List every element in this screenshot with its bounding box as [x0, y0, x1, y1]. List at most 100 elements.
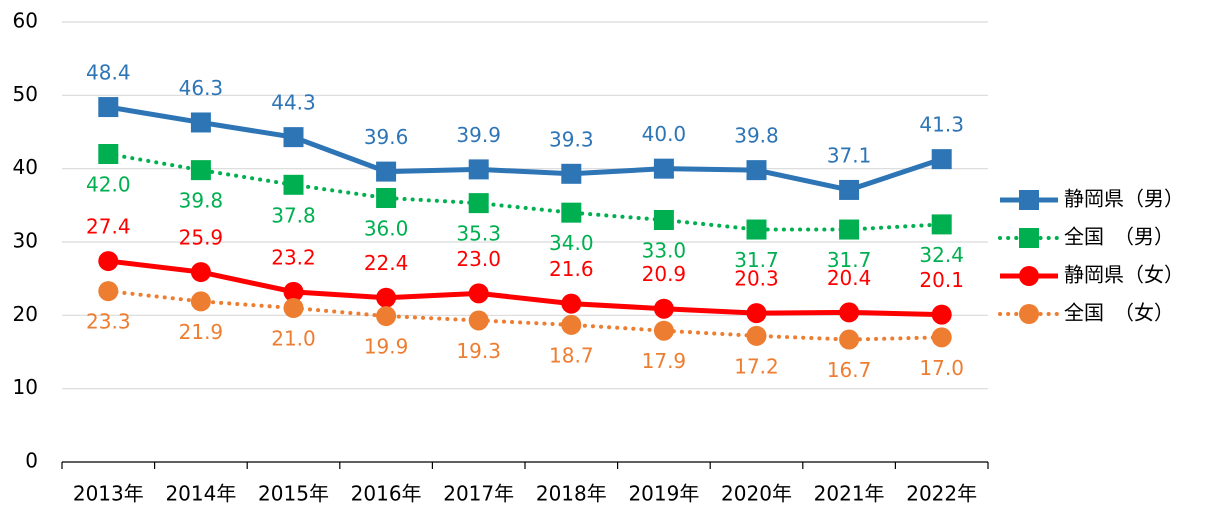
data-label: 39.8: [179, 189, 224, 213]
series-line: [106, 289, 944, 342]
data-label: 27.4: [86, 215, 131, 239]
marker: [839, 179, 860, 200]
data-label: 31.7: [827, 248, 872, 272]
marker: [98, 144, 119, 164]
data-label: 44.3: [271, 91, 316, 115]
data-label: 32.4: [919, 243, 964, 267]
legend-label: 全国 （男）: [1064, 225, 1174, 249]
marker: [468, 310, 489, 331]
marker: [468, 283, 489, 304]
series-line: [107, 104, 943, 193]
data-label: 33.0: [642, 239, 687, 263]
data-label: 17.2: [734, 354, 779, 378]
marker: [653, 158, 674, 179]
marker: [839, 329, 860, 350]
data-label: 17.9: [642, 349, 687, 373]
marker: [283, 127, 304, 148]
data-label: 42.0: [86, 173, 131, 197]
data-label: 36.0: [364, 217, 409, 241]
marker: [190, 112, 211, 133]
data-label: 19.3: [456, 339, 501, 363]
marker: [376, 188, 397, 208]
marker: [376, 287, 397, 308]
x-tick-label: 2020年: [721, 482, 792, 506]
marker: [190, 262, 211, 283]
series-line: [106, 152, 944, 232]
y-tick-label: 50: [13, 82, 38, 106]
data-label: 35.3: [456, 222, 501, 246]
data-label: 19.9: [364, 335, 409, 359]
x-tick-label: 2019年: [628, 482, 699, 506]
x-tick-label: 2014年: [165, 482, 236, 506]
data-label: 41.3: [919, 113, 964, 137]
marker: [283, 298, 304, 318]
marker: [1019, 190, 1039, 210]
marker: [98, 97, 119, 118]
data-label: 18.7: [549, 343, 594, 367]
marker: [98, 251, 119, 272]
data-label: 34.0: [549, 231, 594, 255]
marker: [283, 281, 304, 302]
marker: [1019, 304, 1039, 324]
data-label: 37.8: [271, 203, 316, 227]
data-label: 20.4: [827, 266, 872, 290]
series-line: [108, 258, 942, 318]
marker: [561, 202, 582, 223]
marker: [190, 160, 211, 181]
marker: [746, 160, 767, 181]
marker: [931, 327, 952, 348]
data-label: 20.3: [734, 267, 779, 291]
legend-label: 静岡県（男）: [1064, 187, 1184, 211]
marker: [376, 306, 397, 327]
data-label: 39.6: [364, 125, 409, 149]
marker: [653, 210, 674, 230]
y-tick-label: 10: [13, 375, 38, 399]
marker: [931, 304, 952, 325]
x-tick-label: 2013年: [73, 482, 144, 506]
x-tick-label: 2015年: [258, 482, 329, 506]
data-label: 16.7: [827, 358, 872, 382]
marker: [653, 320, 674, 341]
marker: [190, 291, 211, 312]
y-tick-label: 20: [13, 302, 38, 326]
marker: [468, 159, 489, 180]
data-label: 23.3: [86, 310, 131, 334]
y-tick-label: 60: [13, 9, 38, 33]
x-tick-label: 2018年: [536, 482, 607, 506]
data-label: 40.0: [642, 122, 687, 146]
marker: [561, 293, 582, 314]
marker: [746, 325, 767, 346]
data-label: 46.3: [179, 76, 224, 100]
data-label: 17.0: [919, 356, 964, 380]
data-label: 31.7: [734, 248, 779, 272]
data-label: 39.3: [549, 127, 594, 151]
marker: [561, 314, 582, 335]
marker: [283, 174, 304, 195]
data-label: 21.9: [179, 320, 224, 344]
data-label: 23.0: [456, 247, 501, 271]
x-tick-label: 2022年: [906, 482, 977, 506]
marker: [931, 214, 952, 235]
marker: [1019, 266, 1039, 286]
data-label: 21.6: [549, 257, 594, 281]
y-tick-label: 30: [13, 229, 38, 253]
data-label: 20.9: [642, 262, 687, 286]
data-label: 23.2: [271, 245, 316, 269]
data-label: 20.1: [919, 268, 964, 292]
marker: [376, 161, 397, 182]
marker: [1019, 228, 1039, 248]
data-label: 21.0: [271, 327, 316, 351]
y-tick-label: 40: [13, 155, 38, 179]
legend-label: 全国 （女）: [1064, 301, 1174, 325]
marker: [98, 281, 119, 302]
data-label: 39.8: [734, 124, 779, 148]
data-label: 37.1: [827, 143, 872, 167]
marker: [468, 193, 489, 214]
marker: [931, 149, 952, 170]
data-label: 25.9: [179, 226, 224, 250]
marker: [746, 219, 767, 240]
x-tick-label: 2017年: [443, 482, 514, 506]
marker: [653, 298, 674, 319]
x-tick-label: 2021年: [814, 482, 885, 506]
